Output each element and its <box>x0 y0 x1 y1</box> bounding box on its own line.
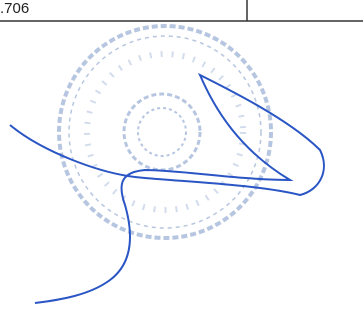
signature <box>10 75 324 303</box>
document-scan <box>0 0 363 310</box>
cell-value: .706 <box>0 0 29 18</box>
page: .706 (() => { const data = JSON.parse(do… <box>0 0 363 310</box>
stamp <box>59 26 271 238</box>
